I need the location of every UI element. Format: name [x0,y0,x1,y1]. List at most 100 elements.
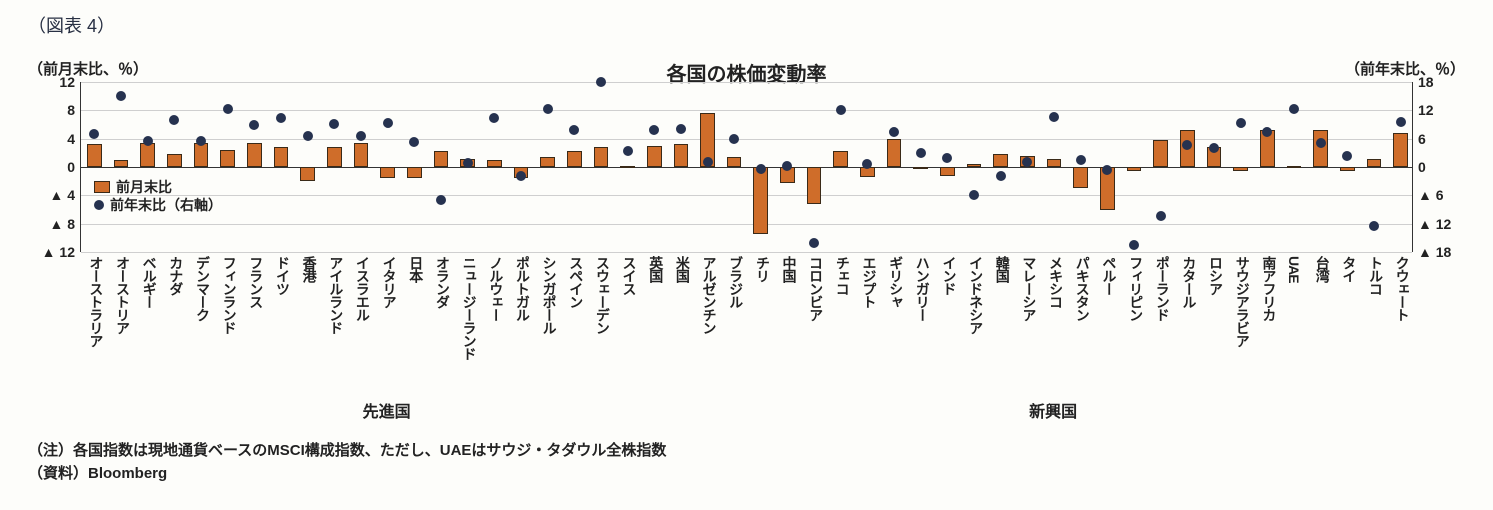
x-label: パキスタン [1073,256,1093,321]
x-label: デンマーク [193,256,213,321]
dot [543,104,553,114]
bar-swatch [94,181,110,193]
x-label: フランス [246,256,266,308]
x-label: シンガポール [540,256,560,334]
dot [303,131,313,141]
x-label: メキシコ [1046,256,1066,308]
x-label: アルゼンチン [700,256,720,334]
x-label: アイルランド [326,256,346,334]
dot [89,129,99,139]
x-label: カナダ [166,256,186,295]
bar [140,143,155,167]
bar [967,164,982,167]
bar [833,151,848,167]
ytick-left: 4 [31,131,75,147]
dot [276,113,286,123]
dot [1129,240,1139,250]
bar [1340,167,1355,171]
x-label: UAE [1286,256,1302,283]
ytick-right: 12 [1418,102,1462,118]
group-label: 新興国 [1029,398,1077,422]
dot [1209,143,1219,153]
x-label: インドネシア [966,256,986,334]
dot [1396,117,1406,127]
dot [1316,138,1326,148]
bar [1287,166,1302,168]
x-label: ギリシャ [886,256,906,308]
bar [1233,167,1248,171]
bar [220,150,235,167]
dot [916,148,926,158]
bar [167,154,182,167]
x-label: チェコ [833,256,853,295]
x-label: ポルトガル [513,256,533,321]
dot [329,119,339,129]
x-label: 日本 [406,256,426,282]
bar [1073,167,1088,188]
bar [567,151,582,167]
x-axis-labels: オーストラリアオーストリアベルギーカナダデンマークフィンランドフランスドイツ香港… [80,256,1413,376]
dot [1156,211,1166,221]
bar [1153,140,1168,167]
dot [596,77,606,87]
ytick-right: ▲ 6 [1418,187,1462,203]
x-label: ノルウェー [486,256,506,321]
x-label: スイス [620,256,640,295]
x-label: フィンランド [220,256,240,334]
dot [116,91,126,101]
bar [913,167,928,169]
x-label: ドイツ [273,256,293,295]
bar [407,167,422,178]
dot [383,118,393,128]
dot [889,127,899,137]
bar [434,151,449,167]
legend-dot: 前年末比（右軸） [94,196,222,214]
x-label: オーストラリア [86,256,106,347]
x-label: ロシア [1206,256,1226,295]
x-label: オーストリア [113,256,133,334]
bar [993,154,1008,167]
dot [782,161,792,171]
bar [674,144,689,167]
x-label: 英国 [646,256,666,282]
legend-bar-label: 前月末比 [116,177,172,197]
bar [807,167,822,204]
ytick-left: ▲ 4 [31,187,75,203]
bar [354,143,369,167]
dot-swatch [94,200,104,210]
x-label: クウェート [1393,256,1413,321]
x-label: コロンビア [806,256,826,321]
legend: 前月末比 前年末比（右軸） [94,178,222,214]
dot [1342,151,1352,161]
bar [300,167,315,181]
bar [887,139,902,167]
x-label: ニュージーランド [460,256,480,360]
dot [1182,140,1192,150]
dot [169,115,179,125]
dot [409,137,419,147]
ytick-left: 12 [31,74,75,90]
x-label: チリ [753,256,773,282]
figure-label: （図表 4） [28,12,1465,38]
bar [487,160,502,167]
dot [836,105,846,115]
x-label: インド [939,256,959,295]
bar [940,167,955,176]
footnote-2: （資料）Bloomberg [28,463,1465,486]
dot [649,125,659,135]
dot [809,238,819,248]
bar [753,167,768,234]
dot [756,164,766,174]
x-label: マレーシア [1019,256,1039,321]
x-label: ベルギー [140,256,160,308]
dot [223,104,233,114]
bar [194,143,209,167]
dot [996,171,1006,181]
x-label: スウェーデン [593,256,613,334]
bar [87,144,102,167]
x-label: イタリア [380,256,400,308]
bar [1313,130,1328,167]
dot [1076,155,1086,165]
bar [727,157,742,167]
bar [1047,159,1062,168]
